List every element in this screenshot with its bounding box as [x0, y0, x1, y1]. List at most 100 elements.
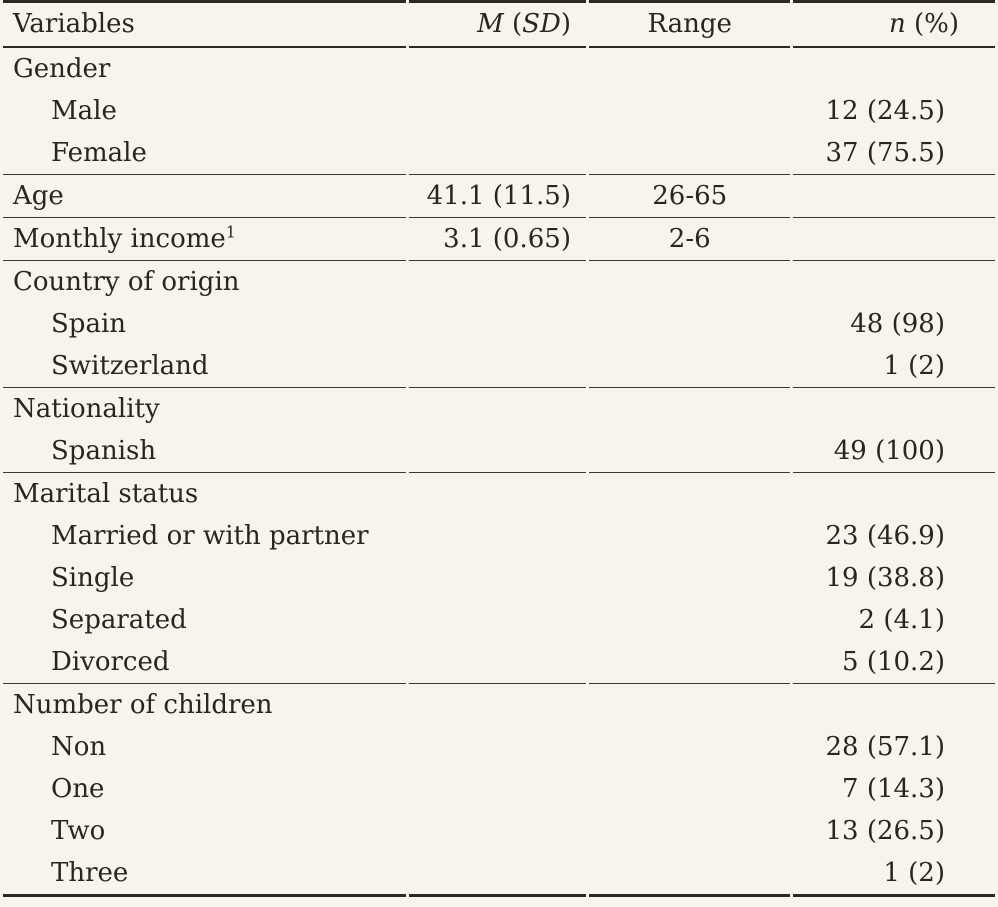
range-cell — [588, 683, 791, 726]
range-cell — [589, 726, 791, 768]
n-label: n — [888, 9, 906, 39]
range-cell: 2-6 — [588, 217, 791, 260]
paren-close: ) — [560, 9, 571, 39]
range-cell — [589, 303, 791, 345]
m-sd-cell — [409, 345, 586, 387]
range-cell — [589, 557, 791, 599]
n-pct-cell — [793, 48, 995, 90]
m-sd-cell — [409, 132, 586, 174]
variable-cell: Separated — [51, 605, 187, 635]
m-sd-cell — [409, 726, 586, 768]
n-pct-cell — [793, 217, 995, 260]
table-row-spain: Spain 48 (98) — [3, 303, 995, 345]
table-row-divorced: Divorced 5 (10.2) — [3, 641, 995, 683]
n-pct-cell — [793, 387, 995, 430]
header-row: Variables M (SD) Range n (%) — [3, 0, 995, 48]
m-sd-cell — [409, 260, 586, 303]
variable-cell: One — [51, 774, 105, 804]
variable-cell: Age — [3, 174, 407, 217]
m-sd-cell — [409, 599, 586, 641]
footnote-marker: 1 — [225, 223, 236, 242]
table-row-non: Non 28 (57.1) — [3, 726, 995, 768]
n-pct-cell: 19 (38.8) — [825, 563, 945, 593]
n-pct-cell: 48 (98) — [850, 309, 945, 339]
table-row-monthly-income: Monthly income1 3.1 (0.65) 2-6 — [3, 217, 995, 260]
variable-cell: Married or with partner — [51, 521, 369, 551]
variable-label: Monthly income — [13, 224, 226, 254]
table-row-three: Three 1 (2) — [3, 852, 995, 897]
column-header-n-pct: n (%) — [793, 0, 995, 48]
n-pct-cell: 2 (4.1) — [858, 605, 945, 635]
m-sd-cell: 3.1 (0.65) — [409, 217, 586, 260]
range-cell — [588, 260, 791, 303]
n-pct-cell — [793, 260, 995, 303]
paren-open: ( — [503, 9, 523, 39]
m-sd-cell — [409, 430, 586, 472]
range-cell — [589, 515, 791, 557]
variable-cell: Non — [51, 732, 107, 762]
m-sd-cell: 41.1 (11.5) — [409, 174, 586, 217]
m-sd-cell — [409, 303, 586, 345]
table-row-spanish: Spanish 49 (100) — [3, 430, 995, 472]
variable-cell: Two — [51, 816, 106, 846]
variable-cell: Male — [51, 96, 117, 126]
table-row-single: Single 19 (38.8) — [3, 557, 995, 599]
table-row-separated: Separated 2 (4.1) — [3, 599, 995, 641]
range-cell — [588, 472, 791, 515]
range-cell — [589, 90, 791, 132]
column-header-variables: Variables — [3, 0, 407, 48]
range-cell — [588, 387, 791, 430]
range-cell — [589, 345, 791, 387]
table-row-number-of-children: Number of children — [3, 683, 995, 726]
variable-cell: Single — [51, 563, 135, 593]
m-label: M — [477, 9, 504, 39]
n-pct-cell — [793, 174, 995, 217]
n-pct-cell: 28 (57.1) — [825, 732, 945, 762]
m-sd-cell — [409, 557, 586, 599]
m-sd-cell — [409, 683, 586, 726]
n-pct-cell: 1 (2) — [883, 351, 945, 381]
variable-cell: Gender — [13, 54, 111, 84]
variable-cell: Country of origin — [3, 260, 407, 303]
range-cell — [588, 852, 791, 897]
range-cell: 26-65 — [588, 174, 791, 217]
table-row-switzerland: Switzerland 1 (2) — [3, 345, 995, 387]
table-row-marital-status: Marital status — [3, 472, 995, 515]
table-row-country-of-origin: Country of origin — [3, 260, 995, 303]
range-cell — [589, 810, 791, 852]
n-pct-cell — [793, 472, 995, 515]
range-cell — [589, 430, 791, 472]
n-pct-cell: 12 (24.5) — [825, 96, 945, 126]
range-cell — [589, 132, 791, 174]
n-pct-cell: 1 (2) — [793, 852, 995, 897]
variable-cell: Nationality — [3, 387, 407, 430]
n-pct-cell: 5 (10.2) — [842, 647, 945, 677]
variable-cell: Female — [51, 138, 147, 168]
m-sd-cell — [409, 48, 586, 90]
table-row-age: Age 41.1 (11.5) 26-65 — [3, 174, 995, 217]
m-sd-cell — [409, 387, 586, 430]
m-sd-cell — [409, 852, 586, 897]
m-sd-cell — [409, 641, 586, 683]
table-row-male: Male 12 (24.5) — [3, 90, 995, 132]
sd-label: SD — [522, 9, 561, 39]
variable-cell: Monthly income1 — [3, 217, 407, 260]
table-row-female: Female 37 (75.5) — [3, 132, 995, 174]
variable-cell: Divorced — [51, 647, 170, 677]
n-pct-cell — [793, 683, 995, 726]
n-pct-cell: 13 (26.5) — [825, 816, 945, 846]
n-pct-cell: 7 (14.3) — [842, 774, 945, 804]
pct-label: (%) — [905, 9, 959, 39]
table-row-nationality: Nationality — [3, 387, 995, 430]
range-cell — [589, 599, 791, 641]
m-sd-cell — [409, 768, 586, 810]
column-header-m-sd: M (SD) — [409, 0, 586, 48]
range-cell — [589, 768, 791, 810]
range-cell — [589, 48, 791, 90]
table-row-gender: Gender — [3, 48, 995, 90]
m-sd-cell — [409, 90, 586, 132]
m-sd-cell — [409, 472, 586, 515]
variable-cell: Spain — [51, 309, 127, 339]
variable-cell: Spanish — [51, 436, 157, 466]
